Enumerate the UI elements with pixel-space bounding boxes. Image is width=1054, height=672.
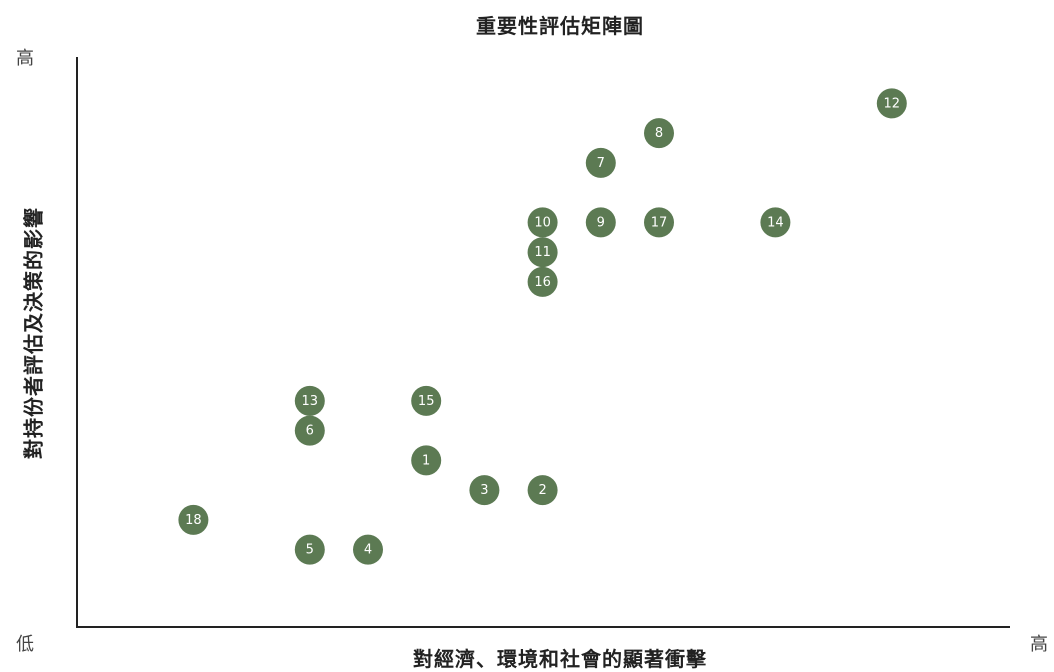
- data-point-label: 9: [597, 215, 605, 230]
- data-point-label: 4: [364, 543, 372, 558]
- data-point-label: 5: [306, 543, 314, 558]
- data-point-13: 13: [294, 385, 325, 416]
- data-point-5: 5: [294, 534, 325, 565]
- data-point-label: 10: [534, 215, 551, 230]
- data-point-marker: [644, 118, 674, 149]
- data-point-14: 14: [760, 207, 791, 238]
- data-point-3: 3: [469, 475, 500, 506]
- data-point-6: 6: [294, 415, 325, 446]
- data-point-label: 6: [306, 424, 314, 439]
- data-point-label: 15: [418, 394, 435, 409]
- axis-low-label: 低: [16, 634, 34, 655]
- data-point-marker: [876, 88, 907, 119]
- data-point-8: 8: [644, 118, 674, 149]
- data-point-label: 17: [651, 215, 668, 230]
- data-point-7: 7: [585, 147, 616, 178]
- data-point-label: 18: [185, 513, 202, 528]
- data-point-marker: [585, 207, 616, 238]
- data-point-marker: [294, 534, 325, 565]
- chart-title: 重要性評估矩陣圖: [476, 14, 644, 38]
- data-point-label: 7: [597, 156, 605, 171]
- data-point-4: 4: [353, 534, 383, 565]
- data-point-marker: [527, 475, 558, 506]
- data-point-label: 1: [422, 453, 430, 468]
- data-point-marker: [527, 237, 558, 268]
- data-point-marker: [411, 445, 442, 476]
- data-point-label: 14: [767, 215, 784, 230]
- data-point-marker: [585, 147, 616, 178]
- data-point-marker: [527, 207, 558, 238]
- data-point-17: 17: [644, 207, 674, 238]
- data-point-marker: [294, 415, 325, 446]
- y-axis-high-label: 高: [16, 48, 34, 69]
- data-point-marker: [411, 385, 442, 416]
- data-point-label: 12: [884, 96, 901, 111]
- data-point-1: 1: [411, 445, 442, 476]
- data-point-label: 16: [534, 275, 551, 290]
- data-point-16: 16: [527, 266, 558, 297]
- data-point-label: 8: [655, 126, 663, 141]
- data-point-marker: [644, 207, 674, 238]
- data-point-label: 3: [480, 483, 488, 498]
- x-axis-high-label: 高: [1030, 634, 1048, 655]
- data-point-11: 11: [527, 237, 558, 268]
- data-point-15: 15: [411, 385, 442, 416]
- data-point-marker: [294, 385, 325, 416]
- data-point-label: 11: [534, 245, 551, 260]
- data-point-2: 2: [527, 475, 558, 506]
- data-point-marker: [527, 266, 558, 297]
- data-point-marker: [178, 504, 209, 535]
- data-point-label: 2: [538, 483, 546, 498]
- data-point-label: 13: [302, 394, 319, 409]
- data-point-marker: [353, 534, 383, 565]
- data-point-10: 10: [527, 207, 558, 238]
- data-point-marker: [760, 207, 791, 238]
- x-axis-title: 對經濟、環境和社會的顯著衝擊: [413, 647, 707, 671]
- data-point-18: 18: [178, 504, 209, 535]
- data-point-marker: [469, 475, 500, 506]
- data-point-9: 9: [585, 207, 616, 238]
- data-point-12: 12: [876, 88, 907, 119]
